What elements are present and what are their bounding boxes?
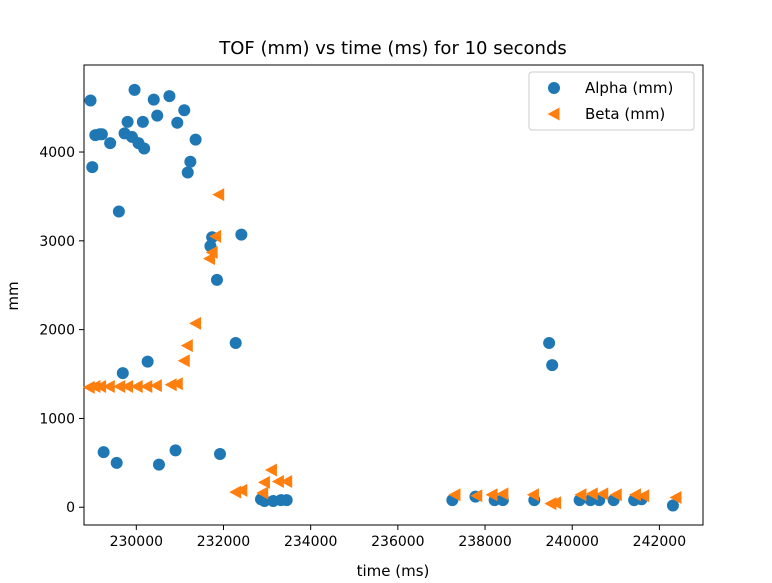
- data-point: [189, 133, 202, 146]
- data-point: [113, 379, 126, 393]
- data-point: [147, 93, 160, 106]
- data-point: [102, 379, 115, 393]
- legend-box: [528, 71, 695, 131]
- data-point: [280, 474, 293, 488]
- data-point: [152, 458, 165, 471]
- x-tick-label: 240000: [545, 534, 598, 550]
- data-point: [485, 488, 498, 502]
- data-point: [585, 487, 598, 501]
- data-point: [169, 444, 182, 457]
- data-point: [130, 379, 143, 393]
- legend-marker: [548, 82, 560, 94]
- x-tick-label: 242000: [633, 534, 686, 550]
- data-point: [666, 499, 679, 512]
- legend-label: Beta (mm): [585, 105, 665, 123]
- data-point: [180, 339, 193, 353]
- data-point: [121, 115, 134, 128]
- series-alpha: [84, 83, 679, 512]
- x-axis: 230000 232000 234000 236000 238000 240000 2420…: [110, 525, 686, 550]
- x-tick-label: 236000: [371, 534, 424, 550]
- data-point: [543, 336, 556, 349]
- data-point: [163, 90, 176, 103]
- data-point: [86, 161, 99, 174]
- data-point: [549, 496, 562, 510]
- data-point: [264, 463, 277, 477]
- y-axis-label: mm: [4, 281, 22, 310]
- legend: Alpha (mm) Beta (mm): [528, 71, 695, 131]
- data-point: [138, 142, 151, 155]
- y-axis: 0 1000 2000 3000 4000: [39, 145, 84, 516]
- data-point: [448, 488, 461, 502]
- data-point: [212, 188, 225, 202]
- y-tick-label: 3000: [39, 234, 75, 250]
- data-point: [257, 475, 270, 489]
- data-point: [544, 497, 557, 511]
- plot-area: [83, 64, 704, 526]
- data-point: [470, 489, 483, 503]
- series-beta: [82, 188, 682, 511]
- data-point: [121, 379, 134, 393]
- legend-marker: [547, 107, 560, 121]
- data-point: [235, 483, 248, 497]
- data-point: [112, 205, 125, 218]
- data-point: [104, 137, 117, 150]
- data-point: [271, 474, 284, 488]
- data-point: [151, 109, 164, 122]
- legend-label: Alpha (mm): [585, 79, 673, 97]
- x-tick-label: 230000: [110, 534, 163, 550]
- data-point: [214, 447, 227, 460]
- data-point: [546, 359, 559, 372]
- data-point: [82, 380, 95, 394]
- data-point: [210, 273, 223, 286]
- data-point: [136, 115, 149, 128]
- data-point: [140, 379, 153, 393]
- data-point: [235, 228, 248, 241]
- data-points: [82, 83, 682, 512]
- data-point: [97, 446, 110, 459]
- data-point: [128, 83, 141, 96]
- x-axis-label: time (ms): [357, 562, 430, 580]
- data-point: [628, 488, 641, 502]
- data-point: [149, 379, 162, 393]
- y-tick-label: 4000: [39, 145, 75, 161]
- data-point: [496, 487, 509, 501]
- data-point: [637, 489, 650, 503]
- data-point: [164, 378, 177, 392]
- data-point: [280, 494, 293, 507]
- data-point: [170, 377, 183, 391]
- data-point: [110, 456, 123, 469]
- data-point: [205, 245, 218, 259]
- data-point: [596, 487, 609, 501]
- y-tick-label: 0: [66, 500, 75, 516]
- data-point: [178, 104, 191, 117]
- data-point: [669, 490, 682, 504]
- data-point: [209, 229, 222, 243]
- data-point: [116, 367, 129, 380]
- data-point: [94, 379, 107, 393]
- data-point: [84, 94, 97, 107]
- data-point: [526, 488, 539, 502]
- plot-frame: [83, 64, 704, 526]
- data-point: [177, 354, 190, 368]
- data-point: [189, 316, 202, 330]
- data-point: [574, 488, 587, 502]
- data-point: [184, 155, 197, 168]
- data-point: [256, 486, 269, 500]
- x-tick-label: 238000: [458, 534, 511, 550]
- x-tick-label: 232000: [197, 534, 250, 550]
- x-tick-label: 234000: [284, 534, 337, 550]
- y-tick-label: 2000: [39, 323, 75, 339]
- data-point: [95, 128, 108, 141]
- data-point: [171, 116, 184, 129]
- y-tick-label: 1000: [39, 411, 75, 427]
- chart-title: TOF (mm) vs time (ms) for 10 seconds: [218, 38, 567, 59]
- data-point: [229, 336, 242, 349]
- data-point: [609, 488, 622, 502]
- data-point: [141, 355, 154, 368]
- data-point: [181, 166, 194, 179]
